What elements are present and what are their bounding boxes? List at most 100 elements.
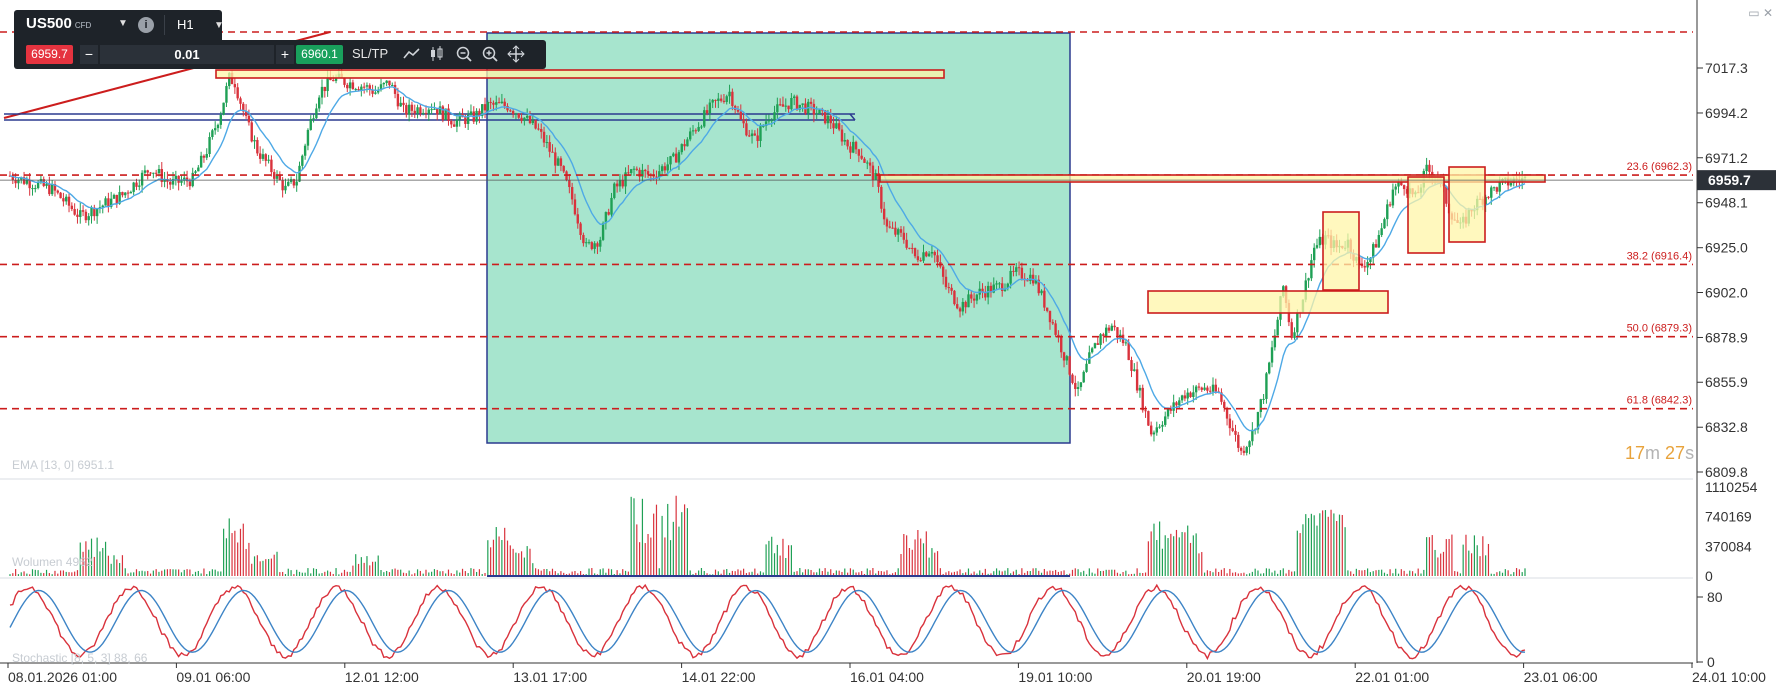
symbol-name[interactable]: US500 CFD [26, 15, 92, 32]
candle-body [107, 198, 110, 207]
candle-body [821, 109, 824, 111]
timeframe-dropdown-icon[interactable]: ▼ [214, 20, 224, 31]
window-controls[interactable]: ▭ ✕ [1748, 6, 1773, 20]
candle-body [1051, 322, 1054, 324]
y-tick-label: 6971.2 [1705, 150, 1748, 166]
line-chart-icon[interactable] [402, 44, 422, 64]
candle-body [686, 139, 689, 147]
buy-price-button[interactable]: 6960.1 [296, 45, 343, 64]
candle-body [759, 126, 762, 141]
candle-body [972, 298, 976, 301]
move-icon[interactable] [506, 44, 526, 64]
sltp-button[interactable]: SL/TP [352, 46, 389, 61]
candle-body [1251, 429, 1254, 442]
candle-body [374, 92, 377, 94]
candle-body [1124, 342, 1128, 344]
candle-body [1273, 335, 1277, 348]
candle-body [998, 283, 1001, 285]
candle-body [157, 169, 161, 174]
candle-body [36, 182, 40, 189]
sell-price-button[interactable]: 6959.7 [26, 45, 73, 64]
candle-body [995, 283, 998, 285]
increase-quantity-button[interactable]: + [276, 45, 294, 64]
axes: 7017.3 6994.2 6971.2 6948.1 6925.0 6902.0 6878… [0, 60, 1776, 685]
stochastic-panel: 80 0 Stochastic [8, 5, 3] 88, 66 [9, 583, 1723, 670]
candle-body [795, 96, 799, 110]
candle-body [441, 106, 445, 120]
candle-body [778, 104, 782, 106]
candle-body [1085, 363, 1088, 372]
zoom-out-icon[interactable] [454, 44, 474, 64]
candle-body [225, 86, 228, 103]
candle-body [956, 304, 959, 309]
candle-body [711, 99, 714, 103]
candle-body [121, 192, 124, 196]
candle-body [908, 247, 911, 249]
quantity-input[interactable]: 0.01 [100, 45, 274, 64]
candle-body [393, 84, 397, 94]
candle-body [773, 112, 776, 121]
y-tick-label: 6902.0 [1705, 284, 1748, 300]
candle-body [1203, 387, 1206, 390]
decrease-quantity-button[interactable]: − [80, 45, 98, 64]
symbol-dropdown-icon[interactable]: ▼ [118, 18, 128, 29]
candle-body [264, 154, 267, 161]
candle-body [944, 276, 948, 288]
candle-body [961, 301, 965, 312]
zoom-in-icon[interactable] [480, 44, 500, 64]
candle-body [323, 86, 327, 92]
candle-body [559, 158, 563, 166]
candle-body [1445, 186, 1448, 204]
x-tick-label: 13.01 17:00 [513, 669, 587, 685]
candle-body [683, 144, 686, 147]
candle-body [354, 89, 357, 91]
fib-label: 23.6 (6962.3) [1627, 161, 1692, 173]
candle-body [84, 211, 88, 221]
candle-body [677, 152, 681, 163]
candle-body [717, 98, 720, 101]
x-tick-label: 23.01 06:00 [1524, 669, 1598, 685]
candle-body [573, 199, 577, 215]
candle-body [25, 180, 29, 184]
candle-body [270, 159, 273, 173]
candle-body [129, 191, 133, 194]
candle-body [1262, 398, 1265, 400]
timeframe-select[interactable]: H1 [164, 15, 230, 35]
candle-body [868, 162, 872, 166]
candle-body [629, 169, 633, 173]
candle-body [301, 155, 304, 166]
candle-body [599, 239, 602, 247]
candle-body [1169, 409, 1173, 411]
candlestick-icon[interactable] [428, 44, 448, 64]
candle-body [115, 194, 119, 204]
candle-body [1043, 290, 1046, 308]
candle-body [562, 165, 565, 172]
candle-body [1374, 244, 1378, 248]
candle-body [492, 102, 495, 105]
volume-tick-label: 1110254 [1705, 479, 1758, 495]
candle-body [236, 87, 239, 99]
candle-body [11, 175, 15, 181]
candle-body [1015, 267, 1018, 272]
candle-body [48, 183, 51, 195]
info-icon[interactable]: i [138, 17, 154, 33]
candle-body [427, 109, 431, 114]
candle-body [39, 179, 43, 183]
candle-body [897, 229, 900, 235]
candle-body [140, 172, 144, 186]
candle-body [1107, 327, 1111, 331]
candle-body [56, 190, 59, 193]
candle-body [1490, 187, 1493, 198]
candle-body [641, 169, 644, 177]
candle-body [34, 188, 37, 190]
candle-body [416, 107, 419, 114]
candle-body [146, 170, 149, 173]
candle-body [1498, 181, 1501, 192]
candle-body [849, 146, 852, 153]
candle-body [1102, 334, 1105, 337]
candle-body [593, 243, 596, 249]
candle-body [239, 98, 242, 104]
candle-body [194, 171, 197, 173]
candle-body [281, 180, 284, 191]
